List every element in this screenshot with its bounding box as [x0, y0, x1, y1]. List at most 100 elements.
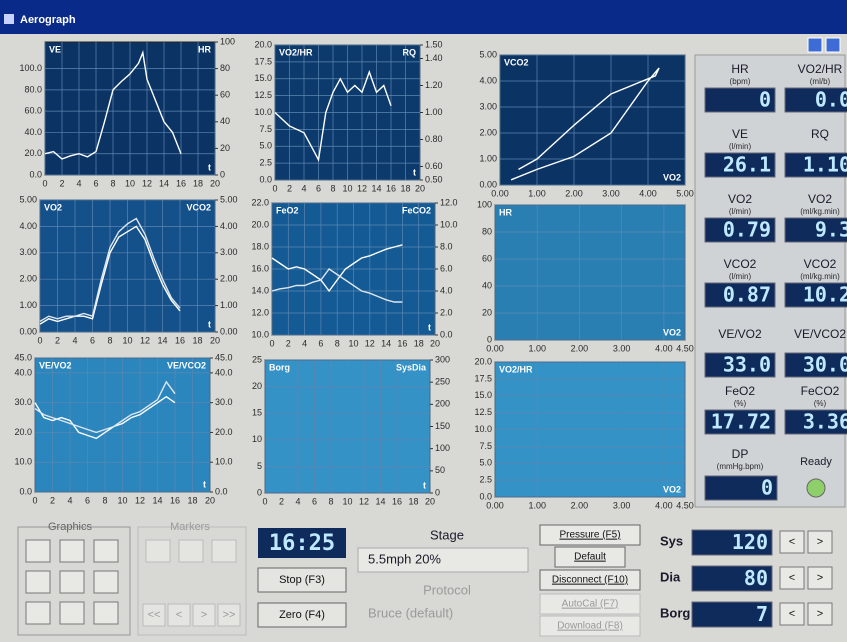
readout-unit: (l/min) — [729, 272, 752, 281]
x-tick-label: 14 — [159, 178, 169, 188]
x-tick-label: 8 — [335, 338, 340, 348]
readout-value: 3.36 — [803, 410, 847, 434]
x-tick-label: 12 — [359, 496, 369, 506]
y-tick-label: 7.5 — [479, 441, 492, 451]
graphics-button[interactable] — [25, 570, 51, 594]
action-button[interactable] — [539, 615, 641, 637]
graphics-button[interactable] — [93, 570, 119, 594]
y2-tick-label: 2.00 — [220, 274, 238, 284]
y-tick-label: 100 — [477, 199, 492, 209]
y-tick-label: 10 — [252, 434, 262, 444]
marker-nav-button[interactable] — [142, 603, 166, 627]
x-tick-label: 12 — [357, 183, 367, 193]
step-button[interactable] — [779, 530, 805, 554]
step-button[interactable] — [779, 566, 805, 590]
button-label: > — [817, 572, 823, 584]
x-tick-label: 20 — [430, 338, 440, 348]
minimize-button[interactable] — [807, 37, 823, 53]
y2-tick-label: 0.80 — [425, 134, 443, 144]
y-tick-label: 12.5 — [254, 90, 272, 100]
step-button[interactable] — [807, 566, 833, 590]
action-button[interactable] — [554, 546, 626, 568]
graphics-button[interactable] — [25, 539, 51, 563]
marker-nav-button[interactable] — [167, 603, 191, 627]
x-axis-label: VO2 — [663, 172, 681, 182]
y-tick-label: 7.5 — [259, 124, 272, 134]
y-tick-label: 22.0 — [251, 197, 269, 207]
y-tick-label: 100.0 — [19, 63, 42, 73]
x-tick-label: 6 — [90, 335, 95, 345]
graphics-button[interactable] — [59, 601, 85, 625]
action-button[interactable] — [539, 593, 641, 615]
step-button[interactable] — [807, 530, 833, 554]
marker-nav-button[interactable] — [192, 603, 216, 627]
x-tick-label: 12 — [140, 335, 150, 345]
marker-button[interactable] — [145, 539, 171, 563]
step-button[interactable] — [779, 602, 805, 626]
readout-value: 0.87 — [723, 283, 771, 307]
readout-value: 0 — [761, 476, 773, 500]
trace — [510, 67, 660, 181]
graphics-button[interactable] — [25, 601, 51, 625]
y-tick-label: 18.0 — [251, 241, 269, 251]
graphics-button[interactable] — [93, 601, 119, 625]
y-tick-label: 0.0 — [19, 486, 32, 496]
x-tick-label: 4.00 — [655, 500, 673, 510]
plot-title: VO2 — [44, 202, 62, 212]
graphics-button[interactable] — [59, 570, 85, 594]
button-label: >> — [223, 609, 236, 621]
y-tick-label: 0.0 — [29, 169, 42, 179]
close-button[interactable] — [825, 37, 841, 53]
readout-label: VO2 — [808, 192, 832, 206]
action-button[interactable] — [539, 524, 641, 546]
y-tick-label: 14.0 — [251, 285, 269, 295]
y-tick-label: 80.0 — [24, 84, 42, 94]
readout-value-box — [704, 475, 778, 501]
readout-value-box — [784, 217, 847, 243]
readout-unit: (ml/kg.min) — [800, 272, 840, 281]
y2-tick-label: 3.00 — [220, 247, 238, 257]
y-tick-label: 60.0 — [24, 106, 42, 116]
plot-title-right: FeCO2 — [402, 205, 431, 215]
marker-button[interactable] — [211, 539, 237, 563]
plot-title: VE — [49, 44, 61, 54]
readout-value-box — [704, 282, 776, 308]
x-tick-label: 10 — [122, 335, 132, 345]
x-tick-label: 20 — [425, 496, 435, 506]
marker-nav-button[interactable] — [217, 603, 241, 627]
readout-value: 0.79 — [723, 218, 771, 242]
stop-button[interactable] — [257, 567, 347, 593]
y2-tick-label: 2.0 — [440, 307, 453, 317]
y2-tick-label: 0.0 — [215, 486, 228, 496]
x-tick-label: 20 — [415, 183, 425, 193]
x-axis-label: t — [208, 319, 211, 329]
y-tick-label: 0.0 — [259, 174, 272, 184]
graphics-button[interactable] — [93, 539, 119, 563]
title-bar — [0, 0, 847, 34]
readout-value: 0 — [759, 88, 771, 112]
y2-tick-label: 4.0 — [440, 285, 453, 295]
action-button[interactable] — [539, 569, 641, 591]
readout-value-box — [704, 409, 776, 435]
y-tick-label: 10.0 — [254, 107, 272, 117]
pressure-value: 80 — [744, 566, 768, 590]
x-tick-label: 0 — [32, 495, 37, 505]
y-tick-label: 25 — [252, 354, 262, 364]
status-light — [806, 478, 826, 498]
trace — [44, 49, 182, 160]
zero-button[interactable] — [257, 602, 347, 628]
x-tick-label: 4.00 — [639, 188, 657, 198]
y2-tick-label: 40.0 — [215, 367, 233, 377]
readout-value-box — [784, 352, 847, 378]
stage-spinner[interactable] — [357, 547, 529, 573]
y-tick-label: 17.5 — [254, 56, 272, 66]
graphics-button[interactable] — [59, 539, 85, 563]
marker-button[interactable] — [178, 539, 204, 563]
y-tick-label: 20.0 — [474, 356, 492, 366]
x-tick-label: 18 — [414, 338, 424, 348]
readout-value-box — [784, 152, 847, 178]
y-tick-label: 0 — [257, 487, 262, 497]
readout-value-box — [704, 352, 776, 378]
step-button[interactable] — [807, 602, 833, 626]
status-label: Ready — [800, 456, 832, 468]
